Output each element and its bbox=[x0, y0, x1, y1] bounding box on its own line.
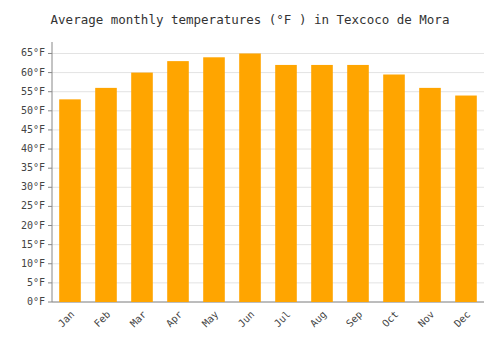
y-tick-label: 30°F bbox=[21, 181, 45, 192]
y-tick bbox=[48, 282, 52, 283]
axes: 0°F 5°F 10°F 15°F 20°F 25°F 30°F 35°F 40°F 45°F 50… bbox=[21, 42, 484, 329]
bar bbox=[131, 73, 153, 302]
grid-line bbox=[52, 72, 484, 73]
x-tick-label: Sep bbox=[344, 309, 365, 330]
x-tick-label: Apr bbox=[164, 309, 185, 330]
bar bbox=[419, 88, 441, 302]
y-tick-label: 65°F bbox=[21, 47, 45, 58]
y-tick-label: 40°F bbox=[21, 143, 45, 154]
bar bbox=[311, 65, 333, 302]
y-tick bbox=[48, 168, 52, 169]
x-tick-label: Feb bbox=[92, 309, 113, 330]
bar bbox=[167, 61, 189, 302]
y-tick-label: 0°F bbox=[27, 296, 45, 307]
y-tick-label: 25°F bbox=[21, 200, 45, 211]
bar bbox=[59, 99, 81, 302]
bar bbox=[95, 88, 117, 302]
y-tick bbox=[48, 129, 52, 130]
bar bbox=[275, 65, 297, 302]
y-tick-label: 20°F bbox=[21, 220, 45, 231]
y-tick bbox=[48, 225, 52, 226]
title: Average monthly temperatures (°F ) in Te… bbox=[51, 12, 450, 27]
y-tick-label: 50°F bbox=[21, 105, 45, 116]
y-tick-label: 45°F bbox=[21, 124, 45, 135]
y-tick bbox=[48, 263, 52, 264]
y-tick bbox=[48, 53, 52, 54]
y-axis-line bbox=[52, 42, 53, 302]
bars bbox=[59, 53, 477, 302]
x-tick-label: Mar bbox=[128, 309, 149, 330]
y-tick-label: 60°F bbox=[21, 67, 45, 78]
y-tick bbox=[48, 72, 52, 73]
bar bbox=[203, 57, 225, 302]
y-tick bbox=[48, 206, 52, 207]
y-tick-label: 10°F bbox=[21, 258, 45, 269]
y-tick bbox=[48, 244, 52, 245]
x-tick-label: Jan bbox=[56, 309, 77, 330]
y-tick bbox=[48, 187, 52, 188]
x-tick-label: May bbox=[200, 309, 221, 330]
x-tick-label: Nov bbox=[416, 309, 437, 330]
y-tick-label: 55°F bbox=[21, 86, 45, 97]
y-tick bbox=[48, 149, 52, 150]
chart: 0°F 5°F 10°F 15°F 20°F 25°F 30°F 35°F 40°F 45°F 50… bbox=[0, 0, 500, 350]
y-tick bbox=[48, 91, 52, 92]
y-tick-label: 15°F bbox=[21, 239, 45, 250]
bar bbox=[347, 65, 369, 302]
grid bbox=[52, 53, 484, 302]
y-tick-label: 35°F bbox=[21, 162, 45, 173]
x-tick-label: Jul bbox=[272, 309, 293, 330]
bar bbox=[455, 96, 477, 302]
x-tick-label: Aug bbox=[308, 309, 329, 330]
x-tick-label: Dec bbox=[452, 309, 473, 330]
bar bbox=[383, 75, 405, 303]
bar bbox=[239, 53, 261, 302]
x-tick-label: Oct bbox=[380, 309, 401, 330]
y-tick-label: 5°F bbox=[27, 277, 45, 288]
y-tick bbox=[48, 110, 52, 111]
y-tick bbox=[48, 302, 52, 303]
grid-line bbox=[52, 53, 484, 54]
x-tick-label: Jun bbox=[236, 309, 257, 330]
